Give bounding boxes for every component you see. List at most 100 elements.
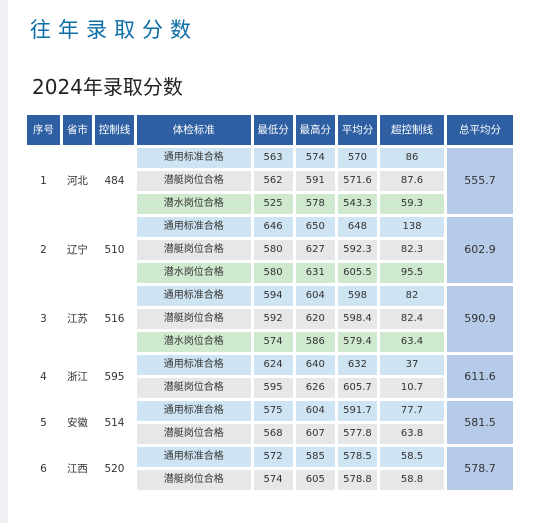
min-score: 646 (253, 217, 293, 237)
max-score: 604 (295, 401, 335, 421)
max-score: 591 (295, 171, 335, 191)
min-score: 574 (253, 332, 293, 352)
total-average: 590.9 (447, 286, 513, 352)
min-score: 574 (253, 470, 293, 490)
control-line-value: 514 (94, 401, 135, 444)
avg-score: 578.5 (337, 447, 378, 467)
min-score: 595 (253, 378, 293, 398)
physical-standard: 通用标准合格 (137, 401, 251, 421)
max-score: 605 (295, 470, 335, 490)
table-row: 3 江苏 516 通用标准合格 594 604 598 82 590.9 (27, 286, 513, 352)
over-control-value: 58.8 (380, 470, 444, 490)
row-index: 4 (27, 355, 60, 398)
avg-score: 605.7 (337, 378, 378, 398)
table-row: 潜艇岗位合格 595 626 605.7 10.7 (27, 378, 513, 398)
over-control-value: 63.8 (380, 424, 444, 444)
avg-score: 598.4 (337, 309, 378, 329)
table-row: 5 安徽 514 通用标准合格 575 604 591.7 77.7 581.5 (27, 401, 513, 444)
max-score: 574 (295, 148, 335, 168)
table-header-row: 序号 省市 控制线 体检标准 最低分 最高分 平均分 超控制线 总平均分 (27, 115, 513, 145)
header-total-avg: 总平均分 (447, 115, 513, 145)
avg-score: 571.6 (337, 171, 378, 191)
province-name: 河北 (63, 148, 92, 214)
over-control-value: 58.5 (380, 447, 444, 467)
physical-standard: 潜水岗位合格 (137, 263, 251, 283)
min-score: 562 (253, 171, 293, 191)
max-score: 627 (295, 240, 335, 260)
control-line-value: 510 (94, 217, 135, 283)
max-score: 586 (295, 332, 335, 352)
table-row: 潜艇岗位合格 562 591 571.6 87.6 (27, 171, 513, 191)
physical-standard: 潜艇岗位合格 (137, 424, 251, 444)
physical-standard: 潜艇岗位合格 (137, 309, 251, 329)
province-name: 辽宁 (63, 217, 92, 283)
table-row: 潜艇岗位合格 580 627 592.3 82.3 (27, 240, 513, 260)
control-line-value: 595 (94, 355, 135, 398)
max-score: 626 (295, 378, 335, 398)
table-row: 潜艇岗位合格 592 620 598.4 82.4 (27, 309, 513, 329)
min-score: 624 (253, 355, 293, 375)
table-row: 潜艇岗位合格 574 605 578.8 58.8 (27, 470, 513, 490)
over-control-value: 10.7 (380, 378, 444, 398)
province-name: 安徽 (63, 401, 92, 444)
row-index: 5 (27, 401, 60, 444)
physical-standard: 潜水岗位合格 (137, 194, 251, 214)
total-average: 602.9 (447, 217, 513, 283)
physical-standard: 通用标准合格 (137, 286, 251, 306)
table-row: 6 江西 520 通用标准合格 572 585 578.5 58.5 578.7 (27, 447, 513, 490)
avg-score: 605.5 (337, 263, 378, 283)
min-score: 575 (253, 401, 293, 421)
avg-score: 648 (337, 217, 378, 237)
max-score: 631 (295, 263, 335, 283)
control-line-value: 484 (94, 148, 135, 214)
max-score: 650 (295, 217, 335, 237)
over-control-value: 138 (380, 217, 444, 237)
over-control-value: 63.4 (380, 332, 444, 352)
over-control-value: 82.4 (380, 309, 444, 329)
table-row: 4 浙江 595 通用标准合格 624 640 632 37 611.6 (27, 355, 513, 398)
avg-score: 578.8 (337, 470, 378, 490)
table-row: 潜水岗位合格 525 578 543.3 59.3 (27, 194, 513, 214)
avg-score: 570 (337, 148, 378, 168)
avg-score: 591.7 (337, 401, 378, 421)
total-average: 555.7 (447, 148, 513, 214)
avg-score: 632 (337, 355, 378, 375)
physical-standard: 潜艇岗位合格 (137, 470, 251, 490)
avg-score: 543.3 (337, 194, 378, 214)
header-max-score: 最高分 (295, 115, 335, 145)
province-name: 江苏 (63, 286, 92, 352)
physical-standard: 通用标准合格 (137, 355, 251, 375)
physical-standard: 潜艇岗位合格 (137, 240, 251, 260)
header-avg-score: 平均分 (337, 115, 378, 145)
physical-standard: 潜艇岗位合格 (137, 171, 251, 191)
min-score: 580 (253, 240, 293, 260)
header-control-line: 控制线 (94, 115, 135, 145)
total-average: 611.6 (447, 355, 513, 398)
over-control-value: 86 (380, 148, 444, 168)
header-min-score: 最低分 (253, 115, 293, 145)
over-control-value: 82.3 (380, 240, 444, 260)
max-score: 578 (295, 194, 335, 214)
row-index: 1 (27, 148, 60, 214)
table-body: 1 河北 484 通用标准合格 563 574 570 86 555.7 潜艇岗位合格 562 591… (27, 148, 513, 490)
header-over-control: 超控制线 (380, 115, 444, 145)
row-index: 2 (27, 217, 60, 283)
over-control-value: 59.3 (380, 194, 444, 214)
over-control-value: 95.5 (380, 263, 444, 283)
control-line-value: 520 (94, 447, 135, 490)
max-score: 585 (295, 447, 335, 467)
table-row: 潜水岗位合格 574 586 579.4 63.4 (27, 332, 513, 352)
total-average: 581.5 (447, 401, 513, 444)
physical-standard: 通用标准合格 (137, 217, 251, 237)
min-score: 525 (253, 194, 293, 214)
min-score: 563 (253, 148, 293, 168)
min-score: 594 (253, 286, 293, 306)
avg-score: 577.8 (337, 424, 378, 444)
physical-standard: 通用标准合格 (137, 447, 251, 467)
avg-score: 592.3 (337, 240, 378, 260)
header-province: 省市 (63, 115, 92, 145)
min-score: 568 (253, 424, 293, 444)
document-page: 往年录取分数 2024年录取分数 序号 省市 控制线 体检标准 最低分 最高分 … (8, 0, 533, 523)
total-average: 578.7 (447, 447, 513, 490)
table-row: 潜艇岗位合格 568 607 577.8 63.8 (27, 424, 513, 444)
